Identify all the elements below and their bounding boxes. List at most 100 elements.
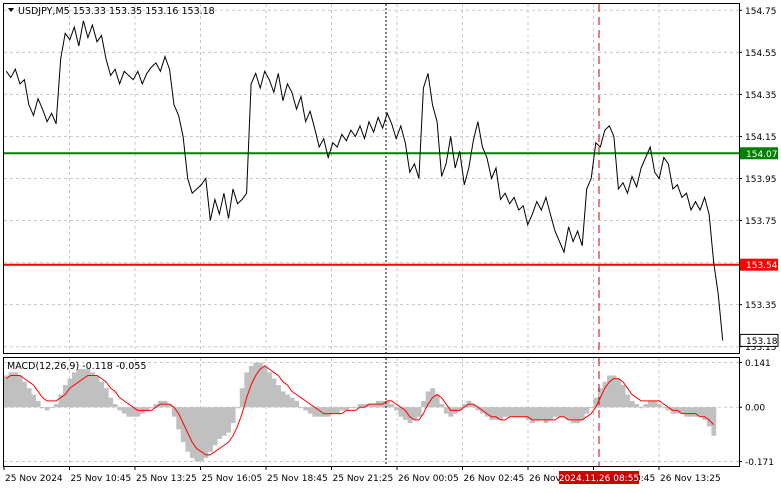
macd-bar — [8, 372, 14, 408]
macd-bar — [579, 407, 585, 420]
macd-bar — [131, 407, 136, 417]
macd-bar — [443, 407, 449, 414]
macd-bar — [462, 404, 467, 408]
macd-bar — [94, 375, 100, 408]
macd-bar — [180, 407, 186, 443]
macd-bar — [203, 407, 209, 458]
macd-bar — [448, 407, 454, 417]
macd-bar — [108, 397, 114, 408]
macd-bar — [552, 407, 558, 417]
macd-tick-label: -0.171 — [745, 458, 774, 468]
macd-bar — [557, 407, 563, 417]
time-tick-label: 26 Nov 02:45 — [464, 474, 525, 484]
time-tick-label: 25 Nov 18:45 — [267, 474, 328, 484]
time-marker-box — [559, 471, 639, 484]
macd-bar — [22, 381, 27, 408]
price-tick-label: 154.55 — [745, 49, 777, 59]
price-tick-label: 153.15 — [745, 343, 777, 353]
time-tick-label: 25 Nov 21:25 — [333, 474, 394, 484]
macd-bar — [35, 400, 41, 408]
macd-bar — [221, 407, 227, 436]
macd-panel-frame — [3, 357, 740, 467]
macd-bar — [561, 407, 567, 417]
macd-bar — [589, 407, 594, 409]
macd-bar — [366, 404, 372, 408]
macd-bar — [634, 404, 640, 408]
macd-bar — [570, 407, 576, 424]
macd-bar — [53, 404, 59, 408]
macd-bar — [167, 404, 173, 408]
macd-bar — [294, 400, 300, 408]
macd-bar — [117, 407, 123, 411]
macd-bar — [121, 407, 127, 414]
macd-bar — [58, 394, 64, 408]
macd-bar — [285, 394, 290, 408]
macd-bar — [489, 407, 495, 420]
price-tick-label: 154.75 — [745, 7, 777, 17]
macd-bar — [303, 407, 309, 411]
time-tick-label: 25 Nov 10:45 — [71, 474, 132, 484]
session-separators — [385, 4, 600, 353]
macd-bar — [711, 407, 717, 436]
time-tick-label: 25 Nov 16:05 — [202, 474, 263, 484]
macd-bar — [31, 394, 37, 408]
macd-bar — [17, 375, 23, 408]
macd-bar — [616, 378, 622, 408]
macd-bar — [330, 407, 336, 414]
macd-bar — [534, 407, 540, 420]
macd-bar — [276, 385, 281, 408]
time-tick-label: 26 Nov 13:25 — [660, 474, 721, 484]
macd-bar — [348, 407, 354, 409]
macd-bar — [267, 372, 272, 408]
macd-bar — [312, 407, 318, 417]
macd-bar — [26, 388, 32, 408]
price-series — [5, 20, 724, 341]
macd-bar — [629, 400, 635, 408]
price-tick-label: 153.35 — [745, 301, 777, 311]
macd-bar — [575, 407, 581, 424]
macd-bar — [335, 407, 340, 414]
macd-bar — [511, 407, 517, 417]
macd-bar — [44, 407, 50, 411]
macd-bar — [212, 407, 218, 446]
triangle-down-icon[interactable] — [8, 8, 14, 12]
macd-bar — [530, 407, 535, 424]
price-panel: 154.75 154.55 154.35 154.15 153.95 153.75 153.… — [3, 3, 779, 354]
price-tick-label: 154.35 — [745, 91, 777, 101]
macd-bar — [371, 404, 377, 408]
macd-bar — [199, 407, 204, 462]
time-tick-label: 26 Nov 00:05 — [398, 474, 459, 484]
macd-bar — [217, 407, 222, 439]
time-tick-label: 26 Nov 05 — [529, 474, 575, 484]
macd-bar — [403, 407, 408, 420]
macd-bar — [194, 407, 200, 462]
macd-bar — [475, 407, 481, 411]
macd-separators — [385, 358, 600, 466]
price-y-axis: 154.75 154.55 154.35 154.15 153.95 153.75 153.… — [739, 7, 779, 353]
macd-bar — [271, 378, 277, 408]
macd-bar — [126, 407, 132, 417]
macd-bar — [688, 407, 694, 417]
macd-bar — [652, 400, 658, 408]
macd-bar — [638, 407, 644, 409]
macd-bar — [439, 404, 445, 408]
time-tick-label: 25 Nov 13:25 — [136, 474, 197, 484]
macd-bar — [153, 404, 159, 408]
macd-bar — [135, 407, 141, 417]
macd-signal-path — [6, 365, 715, 456]
macd-bar — [602, 381, 608, 408]
macd-bar — [697, 407, 703, 417]
level-label-box — [740, 147, 778, 160]
macd-bar — [81, 369, 86, 408]
macd-bar — [516, 407, 522, 417]
macd-bar — [457, 407, 463, 411]
symbol-info: USDJPY,M5 153.33 153.35 153.16 153.18 — [18, 6, 215, 17]
macd-bar — [666, 407, 671, 411]
macd-bar — [384, 400, 390, 408]
macd-bar — [67, 378, 73, 408]
macd-bar — [502, 407, 508, 417]
macd-bar — [493, 407, 499, 420]
macd-bar — [298, 407, 304, 409]
price-tick-label: 153.75 — [745, 217, 777, 227]
price-grid — [4, 4, 739, 353]
